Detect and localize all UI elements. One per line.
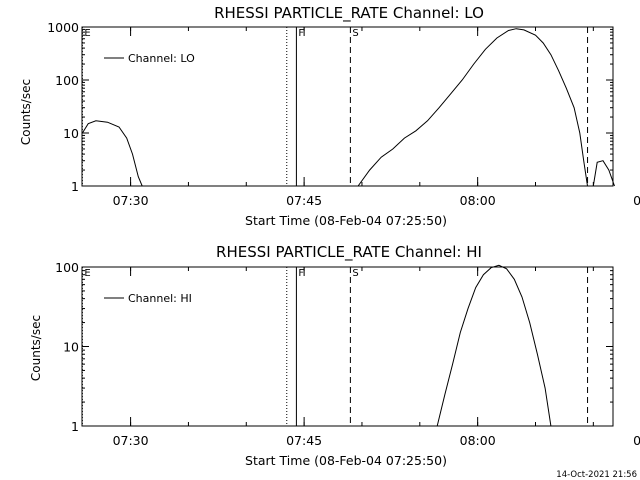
y-tick-label: 1 [71,419,79,434]
x-tick-label: 08:00 [460,433,496,448]
x-tick-label: 08:00 [460,193,496,208]
footer-timestamp: 14-Oct-2021 21:56 [556,470,637,480]
hi-channel-chart: RHESSI PARTICLE_RATE Channel: HI Counts/… [29,243,640,468]
legend: Channel: HI [104,292,192,305]
event-marker-label: E [84,268,90,279]
y-tick-label: 10 [63,126,79,141]
x-tick-label: 07:45 [286,193,322,208]
x-tick-label: 07:30 [113,193,149,208]
x-tick-label: 08:15 [633,433,640,448]
y-tick-label: 10 [63,340,79,355]
y-tick-label: 1 [71,179,79,194]
x-axis-label: Start Time (08-Feb-04 07:25:50) [245,453,447,468]
x-tick-label: 07:30 [113,433,149,448]
y-axis-label: Counts/sec [19,79,33,145]
event-marker-label: F [298,268,304,279]
series-line [81,120,143,187]
event-marker-label: S [352,268,358,279]
event-marker-label: F [298,28,304,39]
event-marker-label: S [352,28,358,39]
series-line [357,28,588,187]
chart-title: RHESSI PARTICLE_RATE Channel: HI [216,243,482,262]
series-line [436,264,552,427]
plot-frame [81,26,614,187]
legend-label: Channel: LO [128,52,195,65]
y-tick-label: 1000 [47,20,79,35]
y-tick-label: 100 [55,73,79,88]
plot-frame [81,266,614,427]
legend-label: Channel: HI [128,292,192,305]
series-line [592,160,615,187]
event-marker-label: E [84,28,90,39]
x-tick-label: 08:15 [633,193,640,208]
legend: Channel: LO [104,52,195,65]
x-axis-label: Start Time (08-Feb-04 07:25:50) [245,213,447,228]
y-tick-label: 100 [55,260,79,275]
y-axis-label: Counts/sec [29,315,43,381]
x-tick-label: 07:45 [286,433,322,448]
chart-title: RHESSI PARTICLE_RATE Channel: LO [214,4,484,23]
lo-channel-chart: RHESSI PARTICLE_RATE Channel: LO Counts/… [19,4,640,228]
